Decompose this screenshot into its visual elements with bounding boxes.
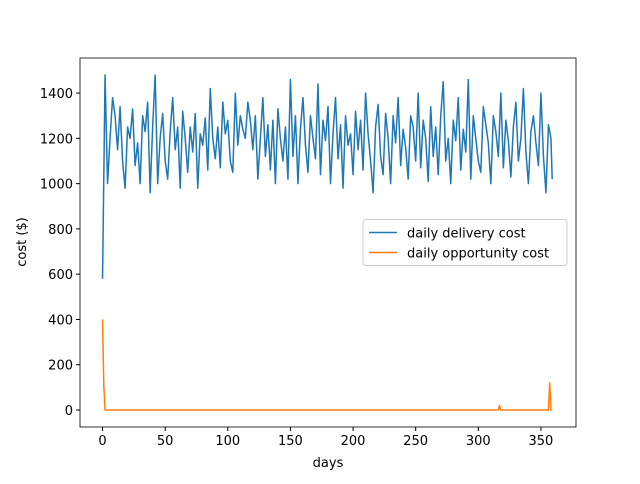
x-tick-label: 350 [529, 434, 554, 449]
x-tick-label: 0 [98, 434, 106, 449]
y-tick-label: 1200 [40, 132, 73, 147]
x-tick-label: 150 [278, 434, 303, 449]
x-tick-label: 200 [341, 434, 366, 449]
legend-label: daily delivery cost [407, 227, 526, 242]
x-tick-label: 100 [215, 434, 240, 449]
y-tick-label: 400 [48, 313, 73, 328]
y-tick-label: 1400 [40, 87, 73, 102]
y-tick-label: 0 [65, 404, 73, 419]
y-tick-label: 200 [48, 359, 73, 374]
x-tick-label: 50 [157, 434, 174, 449]
y-tick-label: 600 [48, 268, 73, 283]
x-axis-label: days [313, 456, 344, 471]
x-tick-label: 250 [403, 434, 428, 449]
data-line [101, 319, 553, 411]
axes-frame [79, 57, 577, 428]
legend-label: daily opportunity cost [407, 247, 549, 262]
legend-box [362, 219, 568, 266]
y-tick-label: 800 [48, 223, 73, 238]
x-tick-label: 300 [466, 434, 491, 449]
data-line [101, 74, 553, 279]
y-axis-label: cost ($) [15, 217, 30, 267]
y-tick-label: 1000 [40, 178, 73, 193]
